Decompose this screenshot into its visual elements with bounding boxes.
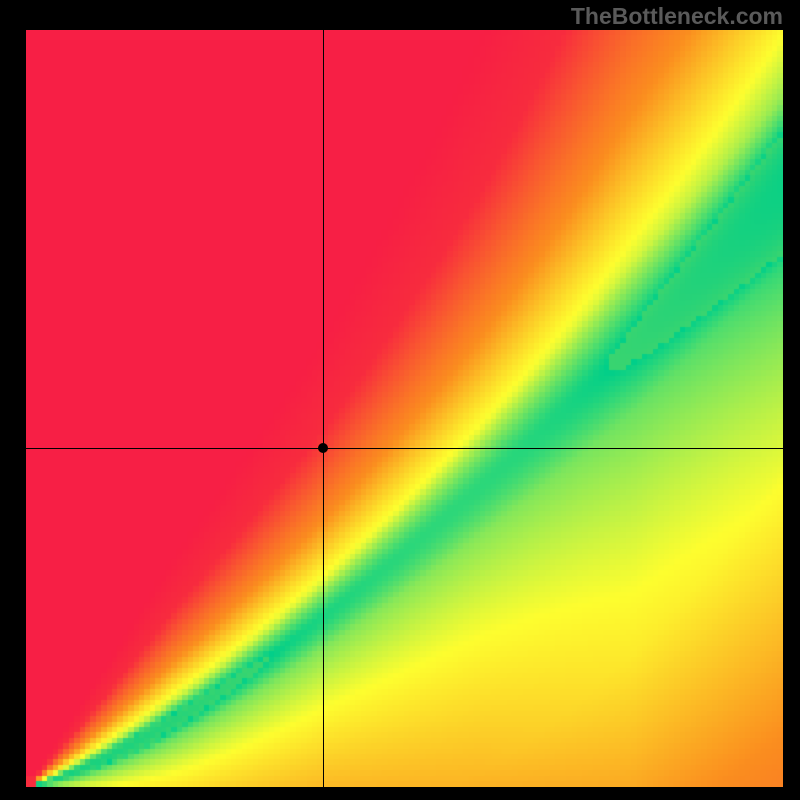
frame-left [0, 0, 26, 800]
frame-right [783, 0, 800, 800]
frame-bottom [0, 787, 800, 800]
bottleneck-heatmap [26, 30, 783, 787]
frame-top [0, 0, 800, 30]
